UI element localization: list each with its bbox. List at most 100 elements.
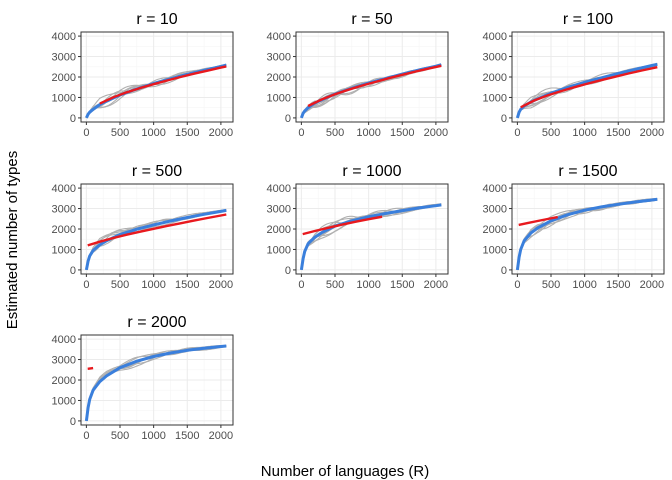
panel-title: r = 500	[132, 163, 182, 180]
y-tick-label: 0	[501, 113, 507, 125]
x-tick-label: 0	[298, 279, 304, 291]
facet-panels: r = 100 500 1000 1500 200001000200030004000r…	[52, 11, 665, 442]
x-tick-label: 500	[326, 127, 344, 139]
panel-title: r = 1000	[342, 163, 401, 180]
y-tick-label: 1000	[483, 92, 507, 104]
x-tick-label: 1000	[141, 127, 165, 139]
y-tick-label: 0	[70, 113, 76, 125]
y-tick-label: 3000	[267, 204, 291, 216]
x-tick-label: 500	[111, 430, 129, 442]
y-tick-label: 2000	[267, 224, 291, 236]
y-tick-label: 4000	[52, 31, 76, 43]
y-tick-label: 2000	[267, 72, 291, 84]
y-tick-label: 3000	[483, 204, 507, 216]
facet-panel: r = 1000 0 500 1000 1500 2000 0 1000 2000 3000 400…	[267, 163, 449, 291]
replicate-line	[85, 64, 227, 119]
fit-curve	[520, 66, 658, 109]
panel-title: r = 2000	[127, 314, 186, 331]
y-tick-label: 0	[285, 113, 291, 125]
x-tick-label: 1500	[606, 279, 630, 291]
panel-title: r = 50	[351, 11, 392, 28]
x-tick-label: 1500	[390, 279, 414, 291]
x-axis-label: Number of languages (R)	[261, 463, 429, 480]
x-tick-label: 1000	[356, 127, 380, 139]
fit-curve	[99, 65, 227, 105]
panel-title: r = 1500	[558, 163, 617, 180]
x-tick-label: 2000	[209, 430, 233, 442]
x-tick-label: 1000	[356, 279, 380, 291]
y-tick-label: 1000	[267, 92, 291, 104]
x-tick-label: 500	[111, 127, 129, 139]
x-tick-label: 1000	[572, 127, 596, 139]
y-tick-label: 4000	[52, 183, 76, 195]
x-tick-label: 1000	[141, 430, 165, 442]
panel-title: r = 100	[563, 11, 613, 28]
mean-curve	[84, 344, 227, 422]
y-tick-label: 2000	[52, 224, 76, 236]
x-tick-label: 1500	[606, 127, 630, 139]
mean-curve	[84, 208, 227, 271]
y-tick-label: 2000	[52, 375, 76, 387]
y-tick-label: 1000	[267, 244, 291, 256]
x-tick-label: 2000	[424, 127, 448, 139]
y-tick-label: 2000	[52, 72, 76, 84]
x-tick-label: 1500	[175, 127, 199, 139]
x-tick-label: 2000	[640, 127, 664, 139]
y-tick-label: 3000	[267, 52, 291, 64]
facet-panel: r = 10 0 500 1000 1500 2000 0 1000 2000 3000 4000	[52, 11, 234, 139]
x-tick-label: 2000	[209, 279, 233, 291]
y-tick-label: 1000	[52, 92, 76, 104]
fit-curve	[518, 215, 558, 227]
y-tick-label: 4000	[483, 183, 507, 195]
y-tick-label: 1000	[52, 244, 76, 256]
facet-panel: r = 2000 0 500 1000 1500 2000 0 1000 2000 3000 400…	[52, 314, 234, 442]
facet-panel: r = 1500 0 500 1000 1500 2000 0 1000 2000 3000 400…	[483, 163, 665, 291]
y-tick-label: 4000	[52, 334, 76, 346]
x-tick-label: 1500	[175, 279, 199, 291]
y-tick-label: 3000	[52, 52, 76, 64]
x-tick-label: 0	[514, 279, 520, 291]
x-tick-label: 0	[514, 127, 520, 139]
fit-curve	[87, 213, 227, 247]
fit-curve	[302, 215, 383, 236]
x-tick-label: 1000	[572, 279, 596, 291]
facet-panel: r = 500 0 500 1000 1500 2000 0 1000 2000 3000 4000	[52, 163, 234, 291]
y-tick-label: 2000	[483, 224, 507, 236]
x-tick-label: 500	[326, 279, 344, 291]
fit-curve	[307, 64, 442, 108]
x-tick-label: 500	[542, 127, 560, 139]
x-tick-label: 0	[83, 279, 89, 291]
y-tick-label: 0	[501, 265, 507, 277]
y-tick-label: 3000	[52, 204, 76, 216]
x-tick-label: 2000	[424, 279, 448, 291]
y-tick-label: 3000	[52, 355, 76, 367]
fit-curve	[87, 366, 94, 370]
x-tick-label: 0	[83, 430, 89, 442]
x-tick-label: 2000	[640, 279, 664, 291]
mean-curve	[515, 197, 658, 271]
y-tick-label: 4000	[267, 183, 291, 195]
x-tick-label: 0	[298, 127, 304, 139]
y-tick-label: 2000	[483, 72, 507, 84]
y-tick-label: 0	[70, 265, 76, 277]
x-tick-label: 1500	[390, 127, 414, 139]
y-tick-label: 0	[70, 416, 76, 428]
facet-panel: r = 100 0 500 1000 1500 2000 0 1000 2000 3000 4000	[483, 11, 665, 139]
x-tick-label: 0	[83, 127, 89, 139]
y-tick-label: 3000	[483, 52, 507, 64]
x-tick-label: 1000	[141, 279, 165, 291]
y-tick-label: 0	[285, 265, 291, 277]
y-tick-label: 4000	[267, 31, 291, 43]
y-tick-label: 1000	[52, 395, 76, 407]
y-tick-label: 1000	[483, 244, 507, 256]
panel-title: r = 10	[136, 11, 177, 28]
x-tick-label: 500	[111, 279, 129, 291]
x-tick-label: 500	[542, 279, 560, 291]
x-tick-label: 1500	[175, 430, 199, 442]
facet-panel: r = 50 0 500 1000 1500 2000 0 1000 2000 3000 4000	[267, 11, 449, 139]
y-axis-label: Estimated number of types	[4, 151, 21, 329]
x-tick-label: 2000	[209, 127, 233, 139]
y-tick-label: 4000	[483, 31, 507, 43]
mean-curve	[515, 62, 658, 119]
